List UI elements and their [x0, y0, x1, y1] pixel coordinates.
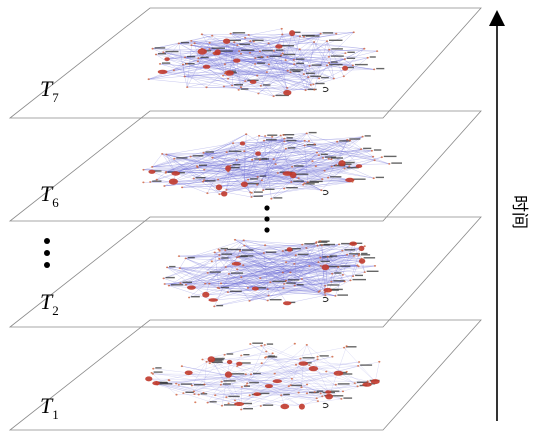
network-graph — [145, 343, 380, 411]
layer-t7: T7 — [10, 8, 481, 118]
network-graph — [148, 28, 385, 97]
network-graph — [142, 132, 402, 200]
layer-t1: T1 — [10, 320, 481, 430]
network-edges — [149, 29, 377, 96]
ellipsis-dots-center — [264, 205, 269, 232]
network-graph — [163, 239, 379, 307]
layer-label: T6 — [40, 181, 59, 210]
time-axis-label: 时间 — [509, 195, 529, 229]
layer-label: T2 — [40, 289, 59, 318]
layer-plane — [10, 217, 481, 327]
layer-t2: T2 — [10, 217, 481, 327]
network-edges — [149, 344, 379, 410]
ellipsis-dots-left — [44, 238, 50, 268]
layer-label: T1 — [40, 393, 59, 422]
time-axis: 时间 — [497, 18, 529, 421]
layer-t6: T6 — [10, 111, 481, 221]
layer-label: T7 — [40, 76, 59, 105]
